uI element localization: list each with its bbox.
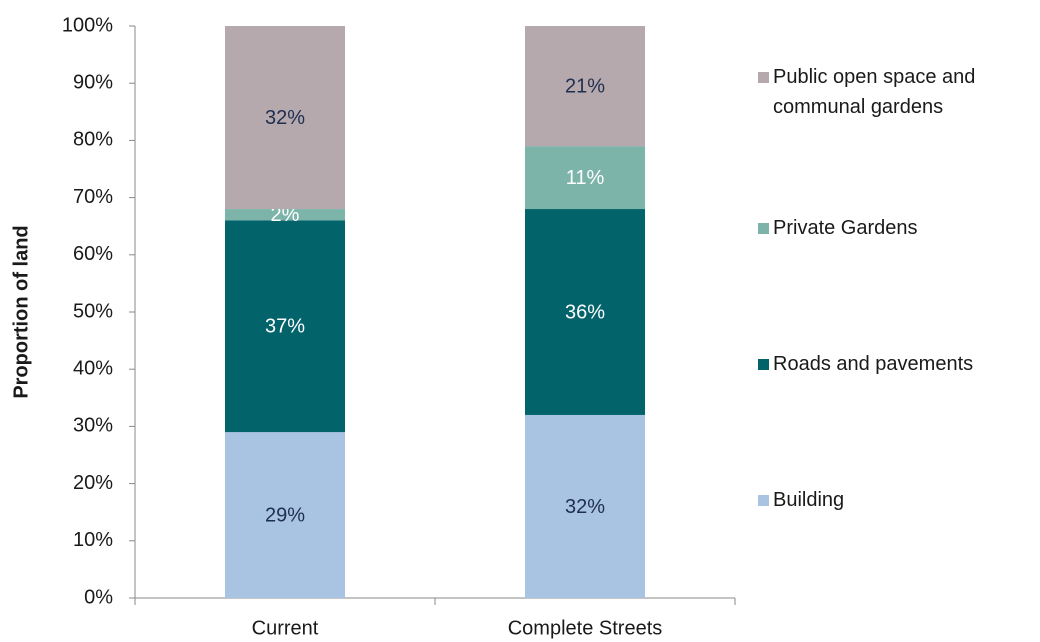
y-tick-label: 20%: [73, 472, 113, 494]
y-tick-label: 50%: [73, 300, 113, 322]
bar-segment: [525, 414, 645, 598]
y-tick-label: 10%: [73, 529, 113, 551]
legend-item: Building: [758, 485, 1038, 515]
y-tick-label: 100%: [62, 14, 113, 36]
bar-segment: [525, 209, 645, 415]
y-tick-label: 0%: [84, 586, 113, 608]
legend-label: Building: [773, 489, 845, 511]
data-label: 2%: [271, 204, 300, 226]
data-label: 29%: [265, 504, 305, 526]
data-label: 32%: [265, 107, 305, 129]
x-tick-label: Current: [252, 617, 319, 639]
data-label: 21%: [565, 75, 605, 97]
y-axis-label: Proportion of land: [10, 225, 32, 398]
x-tick-label: Complete Streets: [508, 617, 663, 639]
legend-item: Private Gardens: [758, 213, 1038, 243]
bar-segment: [225, 26, 345, 210]
legend-swatch: [758, 359, 769, 370]
bar-segment: [525, 146, 645, 210]
data-label: 32%: [565, 496, 605, 518]
legend-label: Roads and pavements: [773, 353, 974, 375]
bar-segment: [225, 220, 345, 433]
legend-item: Roads and pavements: [758, 349, 1038, 379]
y-tick-label: 70%: [73, 186, 113, 208]
bar-segment: [225, 432, 345, 598]
legend-swatch: [758, 72, 769, 83]
y-tick-label: 60%: [73, 243, 113, 265]
bar-segment: [225, 209, 345, 221]
data-label: 37%: [265, 316, 305, 338]
data-label: 11%: [566, 167, 605, 189]
legend-item: Public open space and communal gardens: [758, 62, 1038, 122]
y-tick-label: 40%: [73, 357, 113, 379]
legend-swatch: [758, 223, 769, 234]
bar-segment: [525, 26, 645, 147]
y-tick-label: 80%: [73, 129, 113, 151]
y-tick-label: 90%: [73, 71, 113, 93]
legend-swatch: [758, 495, 769, 506]
legend-label: Private Gardens: [773, 217, 918, 239]
data-label: 36%: [565, 301, 605, 323]
y-tick-label: 30%: [73, 415, 113, 437]
legend-label: Public open space and communal gardens: [773, 66, 976, 118]
